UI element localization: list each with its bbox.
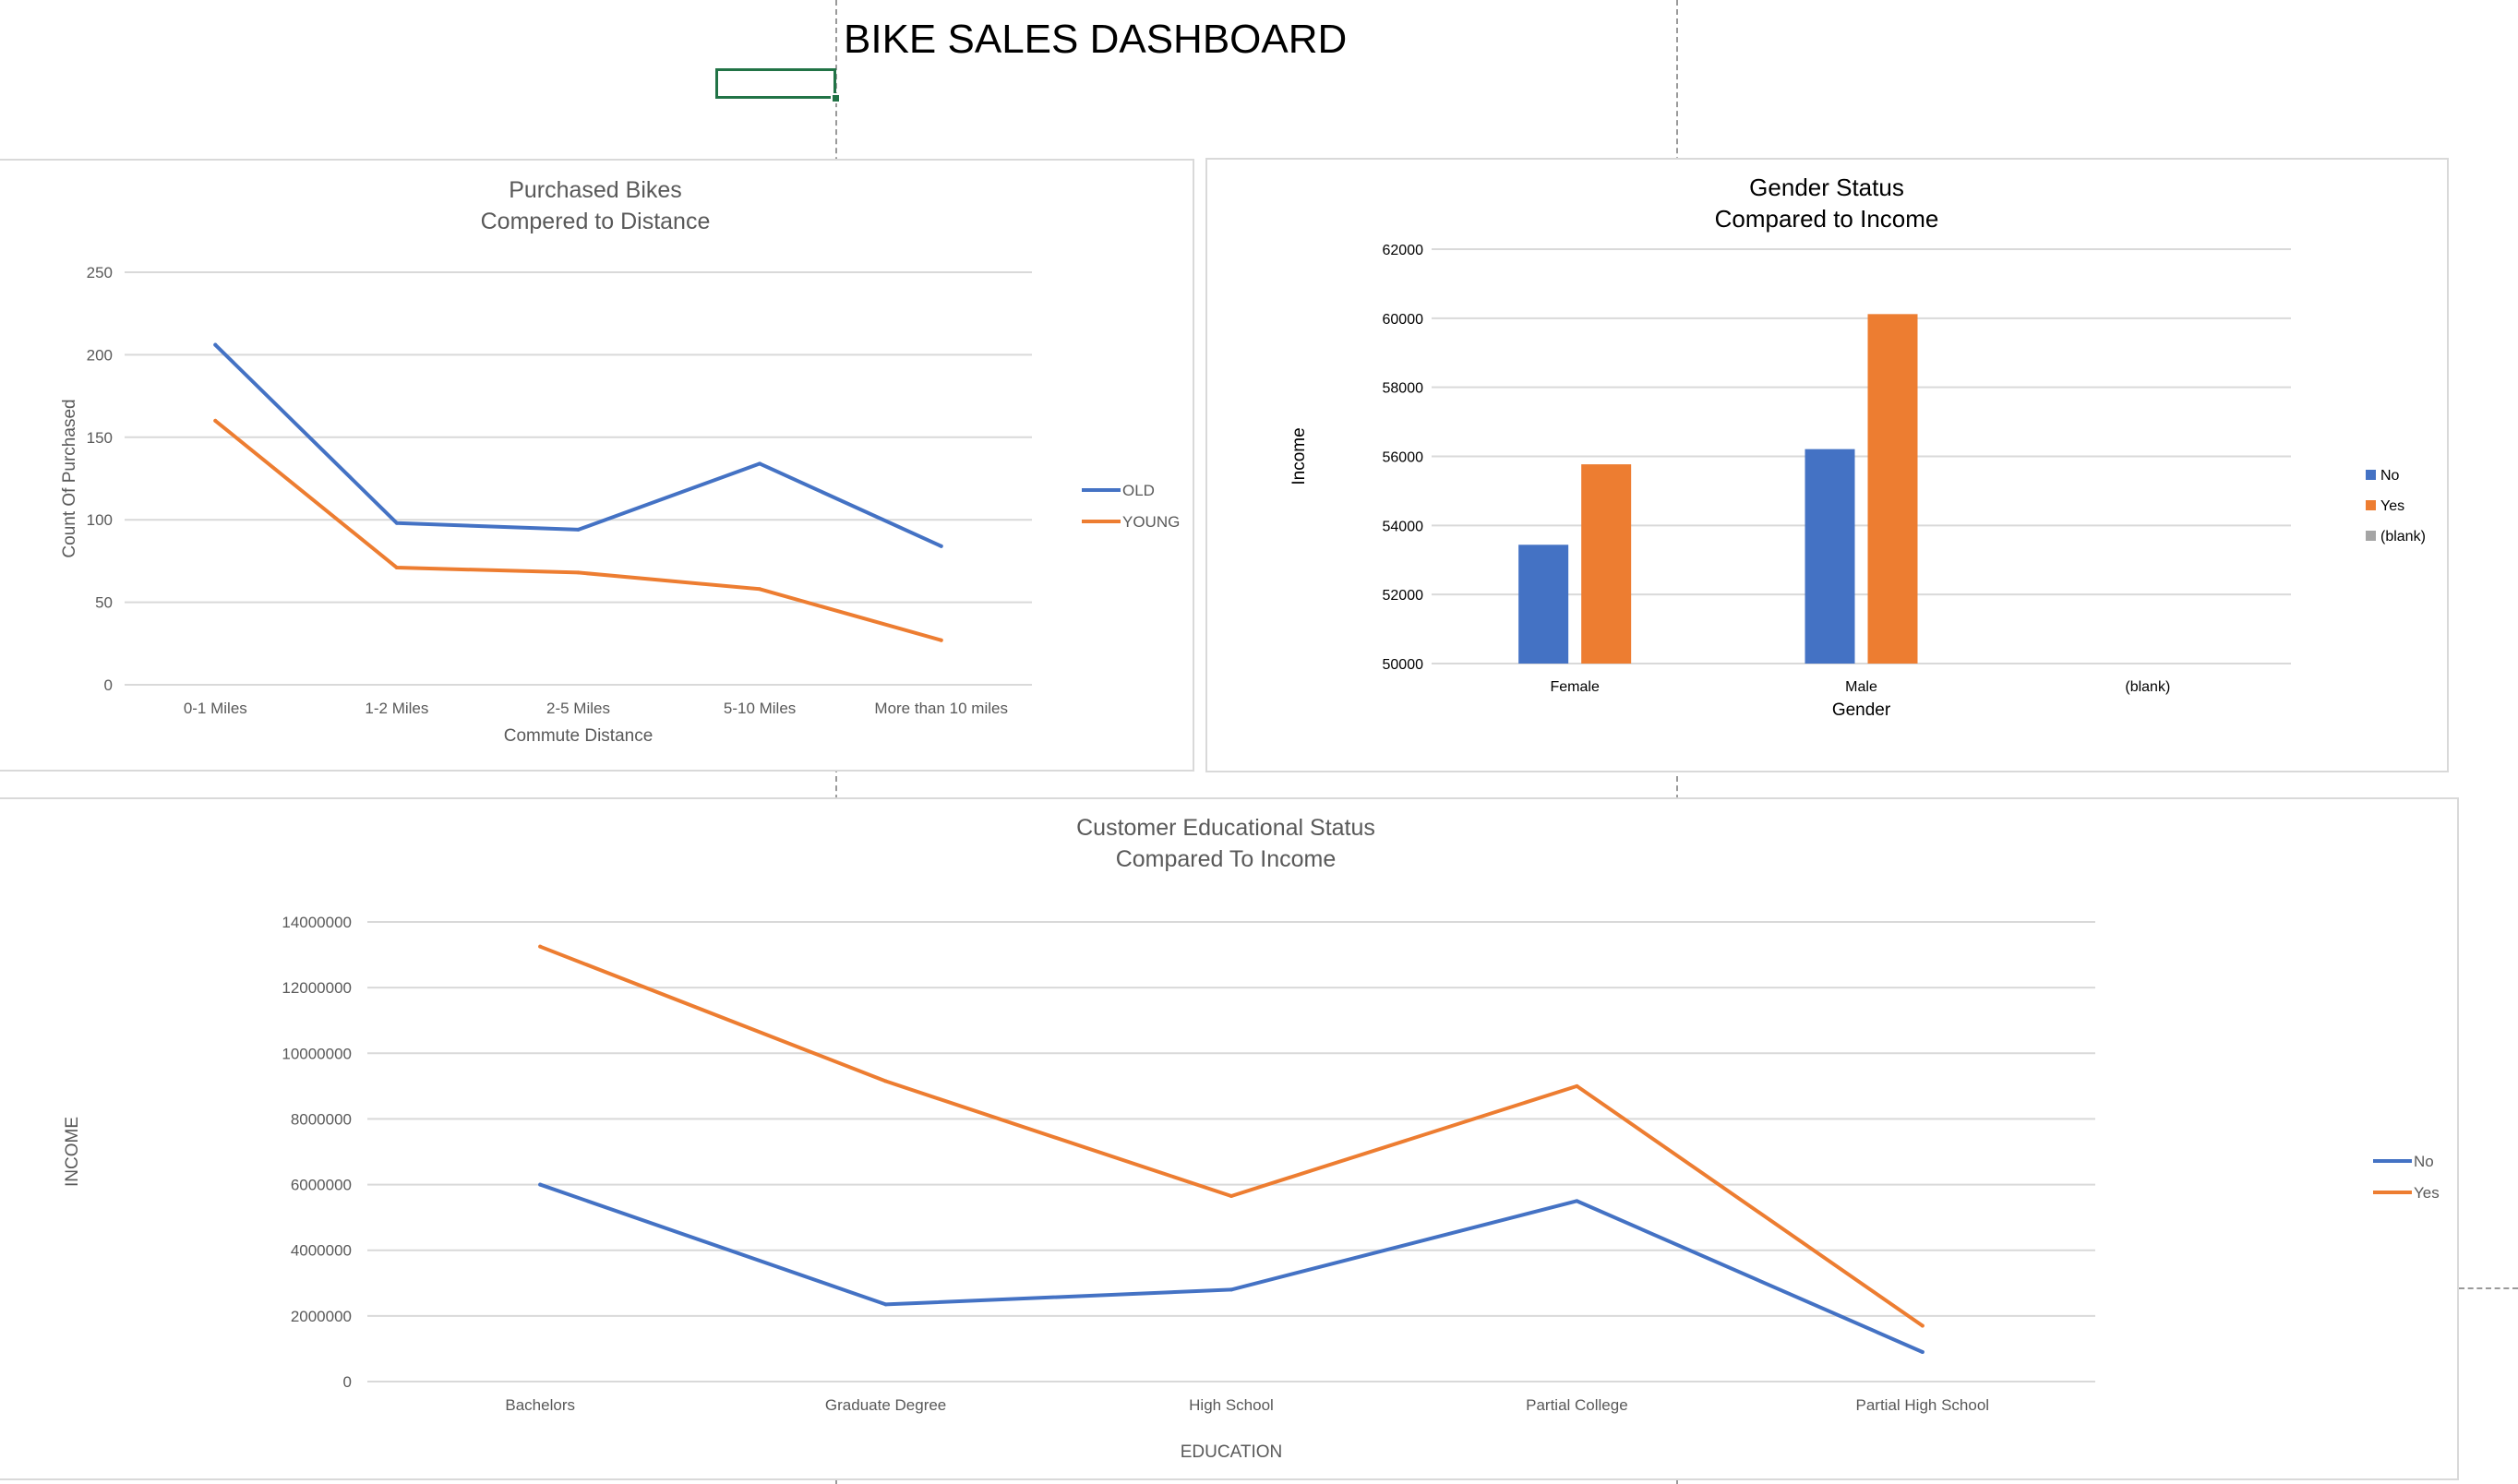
y-tick-label: 150 bbox=[87, 429, 113, 447]
y-tick-label: 4000000 bbox=[291, 1242, 352, 1260]
x-axis-label: EDUCATION bbox=[1181, 1442, 1282, 1462]
data-point bbox=[758, 461, 762, 466]
legend-label: No bbox=[2414, 1153, 2434, 1170]
data-point bbox=[883, 1079, 888, 1083]
x-tick-label: Male bbox=[1845, 679, 1877, 695]
x-axis-label: Commute Distance bbox=[504, 726, 653, 746]
data-point bbox=[1229, 1287, 1233, 1292]
bar-no bbox=[1805, 449, 1855, 664]
data-point bbox=[1920, 1349, 1924, 1354]
legend-swatch bbox=[2366, 500, 2376, 510]
data-point bbox=[576, 527, 581, 532]
data-point bbox=[1920, 1323, 1924, 1328]
y-tick-label: 50000 bbox=[1383, 657, 1424, 673]
chart-subtitle: Compered to Distance bbox=[481, 209, 711, 234]
x-axis-label: Gender bbox=[1832, 700, 1891, 720]
data-point bbox=[1575, 1199, 1579, 1203]
x-tick-label: 2-5 Miles bbox=[546, 700, 610, 717]
y-axis-label: Count Of Purchased bbox=[60, 399, 79, 557]
series-line-yes bbox=[538, 944, 1924, 1328]
y-tick-label: 6000000 bbox=[291, 1177, 352, 1194]
y-tick-label: 54000 bbox=[1383, 519, 1424, 534]
y-tick-label: 100 bbox=[87, 511, 113, 529]
y-tick-label: 52000 bbox=[1383, 588, 1424, 604]
x-tick-label: 5-10 Miles bbox=[724, 700, 796, 717]
y-tick-label: 0 bbox=[343, 1373, 352, 1391]
legend-label: Yes bbox=[2414, 1184, 2440, 1202]
legend-label: OLD bbox=[1122, 482, 1155, 499]
x-tick-label: Partial College bbox=[1526, 1396, 1628, 1414]
fill-handle[interactable] bbox=[831, 93, 841, 103]
chart-title: Customer Educational Status bbox=[1076, 815, 1375, 841]
data-point bbox=[394, 566, 399, 570]
data-point bbox=[394, 521, 399, 525]
data-point bbox=[939, 638, 943, 642]
legend-label: (blank) bbox=[2380, 529, 2426, 545]
y-tick-label: 0 bbox=[104, 676, 113, 694]
x-tick-label: Partial High School bbox=[1856, 1396, 1990, 1414]
legend-swatch bbox=[2366, 470, 2376, 480]
legend-label: YOUNG bbox=[1122, 513, 1180, 531]
y-tick-label: 14000000 bbox=[282, 914, 352, 931]
y-axis-label: Income bbox=[1289, 427, 1309, 485]
y-tick-label: 12000000 bbox=[282, 979, 352, 997]
legend-label: No bbox=[2380, 468, 2400, 484]
data-point bbox=[1575, 1083, 1579, 1088]
x-tick-label: Graduate Degree bbox=[825, 1396, 946, 1414]
y-tick-label: 56000 bbox=[1383, 450, 1424, 466]
y-tick-label: 50 bbox=[95, 594, 113, 612]
data-point bbox=[538, 944, 543, 949]
data-point bbox=[213, 418, 218, 423]
data-point bbox=[939, 544, 943, 548]
x-tick-label: Bachelors bbox=[505, 1396, 575, 1414]
selected-cell[interactable] bbox=[715, 68, 836, 99]
dashboard-title: BIKE SALES DASHBOARD bbox=[844, 17, 1348, 62]
x-tick-label: 1-2 Miles bbox=[365, 700, 428, 717]
legend-label: Yes bbox=[2380, 498, 2404, 514]
page-break-line bbox=[2459, 1287, 2518, 1289]
bar-yes bbox=[1581, 464, 1632, 664]
data-point bbox=[213, 342, 218, 347]
data-point bbox=[538, 1182, 543, 1187]
x-tick-label: More than 10 miles bbox=[874, 700, 1008, 717]
bar-yes bbox=[1867, 314, 1918, 664]
chart-subtitle: Compared To Income bbox=[1116, 846, 1337, 872]
y-tick-label: 8000000 bbox=[291, 1110, 352, 1128]
x-tick-label: High School bbox=[1189, 1396, 1274, 1414]
data-point bbox=[576, 570, 581, 575]
y-tick-label: 200 bbox=[87, 346, 113, 364]
purchased-bikes-chart[interactable] bbox=[0, 159, 1194, 772]
data-point bbox=[883, 1302, 888, 1307]
y-axis-label: INCOME bbox=[63, 1117, 82, 1187]
y-tick-label: 60000 bbox=[1383, 312, 1424, 328]
chart-title: Purchased Bikes bbox=[509, 177, 682, 203]
x-tick-label: Female bbox=[1550, 679, 1599, 695]
data-point bbox=[758, 587, 762, 592]
chart-subtitle: Compared to Income bbox=[1715, 205, 1939, 233]
y-tick-label: 58000 bbox=[1383, 381, 1424, 397]
series-line-old bbox=[213, 342, 943, 548]
educational-status-chart[interactable] bbox=[0, 797, 2459, 1480]
y-tick-label: 250 bbox=[87, 264, 113, 281]
y-tick-label: 10000000 bbox=[282, 1045, 352, 1062]
y-tick-label: 2000000 bbox=[291, 1308, 352, 1325]
legend-swatch bbox=[2366, 531, 2376, 541]
chart-title: Gender Status bbox=[1749, 174, 1904, 201]
y-tick-label: 62000 bbox=[1383, 243, 1424, 258]
x-tick-label: (blank) bbox=[2125, 679, 2170, 695]
series-line-no bbox=[538, 1182, 1924, 1354]
data-point bbox=[1229, 1194, 1233, 1199]
bar-no bbox=[1518, 545, 1569, 664]
x-tick-label: 0-1 Miles bbox=[184, 700, 247, 717]
